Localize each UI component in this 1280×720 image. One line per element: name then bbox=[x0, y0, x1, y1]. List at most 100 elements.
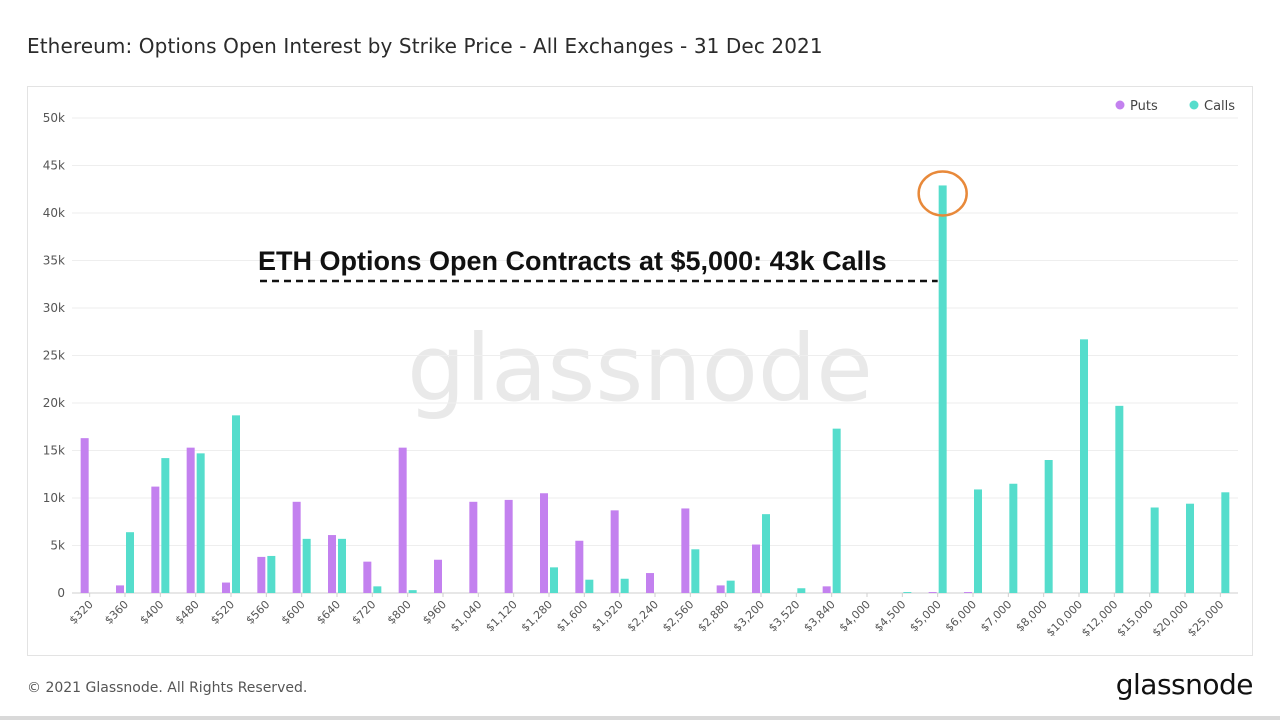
y-tick-label: 0 bbox=[57, 586, 65, 600]
y-tick-label: 10k bbox=[43, 491, 65, 505]
copyright-footer: © 2021 Glassnode. All Rights Reserved. bbox=[27, 680, 308, 696]
y-tick-label: 30k bbox=[43, 301, 65, 315]
bar-calls bbox=[691, 549, 700, 593]
x-tick-label: $3,840 bbox=[801, 598, 837, 634]
legend-label: Puts bbox=[1130, 99, 1158, 114]
x-tick-label: $7,000 bbox=[978, 598, 1014, 634]
y-tick-label: 15k bbox=[43, 444, 65, 458]
bar-puts bbox=[116, 585, 124, 593]
x-tick-label: $480 bbox=[173, 598, 202, 627]
x-tick-label: $10,000 bbox=[1044, 598, 1085, 639]
bar-calls bbox=[832, 428, 841, 593]
bar-calls bbox=[1150, 507, 1159, 593]
bar-calls bbox=[726, 580, 735, 593]
x-tick-label: $360 bbox=[102, 598, 131, 627]
x-tick-label: $3,520 bbox=[766, 598, 802, 634]
bar-calls bbox=[302, 538, 311, 593]
x-tick-label: $800 bbox=[385, 598, 414, 627]
bar-calls bbox=[797, 588, 806, 593]
x-tick-label: $600 bbox=[279, 598, 308, 627]
bar-puts bbox=[328, 535, 336, 593]
annotation: ETH Options Open Contracts at $5,000: 43… bbox=[258, 170, 968, 283]
bar-puts bbox=[222, 582, 230, 593]
bar-puts bbox=[610, 510, 619, 593]
watermark: glassnode bbox=[407, 315, 873, 422]
legend-label: Calls bbox=[1204, 99, 1235, 114]
y-tick-label: 20k bbox=[43, 396, 65, 410]
x-tick-label: $560 bbox=[243, 598, 272, 627]
bar-puts bbox=[681, 508, 690, 593]
legend-swatch bbox=[1115, 100, 1125, 110]
bar-puts bbox=[822, 586, 831, 593]
brand-logo: glassnode bbox=[1115, 668, 1254, 701]
bar-calls bbox=[762, 514, 770, 593]
bar-calls bbox=[1186, 503, 1194, 593]
chart-title: Ethereum: Options Open Interest by Strik… bbox=[27, 34, 823, 58]
annotation-text: ETH Options Open Contracts at $5,000: 43… bbox=[258, 246, 887, 276]
x-tick-label: $720 bbox=[349, 598, 378, 627]
bar-puts bbox=[752, 544, 760, 593]
bar-calls bbox=[338, 538, 346, 593]
x-tick-label: $20,000 bbox=[1150, 598, 1191, 639]
x-tick-label: $960 bbox=[420, 598, 449, 627]
bar-puts bbox=[292, 501, 301, 593]
bar-puts bbox=[363, 561, 372, 593]
bar-puts bbox=[928, 592, 937, 593]
x-tick-label: $1,120 bbox=[483, 598, 519, 634]
bar-calls bbox=[620, 578, 629, 593]
y-tick-label: 5k bbox=[50, 539, 65, 553]
bar-calls bbox=[373, 586, 382, 593]
bar-calls bbox=[938, 185, 947, 593]
bar-puts bbox=[469, 501, 478, 593]
bar-puts bbox=[964, 592, 972, 593]
x-tick-label: $1,280 bbox=[519, 598, 555, 634]
bars bbox=[80, 185, 1230, 593]
x-tick-label: $15,000 bbox=[1114, 598, 1155, 639]
chart-frame bbox=[27, 86, 1253, 656]
y-tick-label: 50k bbox=[43, 111, 65, 125]
y-tick-label: 35k bbox=[43, 254, 65, 268]
bottom-rule bbox=[0, 716, 1280, 720]
bar-calls bbox=[1009, 483, 1018, 593]
bar-puts bbox=[540, 493, 548, 593]
bar-puts bbox=[186, 447, 195, 593]
x-tick-label: $2,560 bbox=[660, 598, 696, 634]
x-tick-label: $4,000 bbox=[837, 598, 873, 634]
bar-puts bbox=[80, 438, 89, 593]
legend-swatch bbox=[1189, 100, 1199, 110]
legend: Puts Calls bbox=[1115, 99, 1235, 114]
bar-calls bbox=[1221, 492, 1230, 593]
bar-puts bbox=[716, 585, 725, 593]
bar-puts bbox=[257, 556, 266, 593]
bar-puts bbox=[398, 447, 407, 593]
bar-calls bbox=[1044, 460, 1053, 593]
bar-puts bbox=[434, 559, 442, 593]
bar-calls bbox=[408, 590, 417, 593]
gridlines bbox=[72, 117, 1238, 594]
x-tick-label: $2,240 bbox=[625, 598, 661, 634]
bar-calls bbox=[1115, 405, 1124, 593]
x-tick-label: $12,000 bbox=[1079, 598, 1120, 639]
y-tick-label: 25k bbox=[43, 349, 65, 363]
bar-calls bbox=[585, 579, 594, 593]
x-tick-label: $6,000 bbox=[943, 598, 979, 634]
highlight-circle bbox=[917, 170, 968, 217]
x-tick-label: $5,000 bbox=[907, 598, 943, 634]
x-tick-label: $1,920 bbox=[589, 598, 625, 634]
bar-calls bbox=[161, 458, 170, 593]
x-tick-label: $320 bbox=[67, 598, 96, 627]
bar-puts bbox=[151, 486, 160, 593]
y-axis: 0 5k 10k 15k 20k 25k 30k 35k 40k 45k 50k bbox=[43, 111, 65, 600]
x-tick-label: $2,880 bbox=[695, 598, 731, 634]
bar-puts bbox=[646, 573, 654, 593]
x-tick-label: $1,040 bbox=[448, 598, 484, 634]
bar-calls bbox=[550, 567, 558, 593]
bar-calls bbox=[267, 555, 276, 593]
bar-puts bbox=[575, 540, 584, 593]
x-tick-label: $1,600 bbox=[554, 598, 590, 634]
x-axis: $320 $360 $400 $480 $520 $560 $600 $640 $720 $800… bbox=[67, 593, 1226, 639]
x-tick-label: $520 bbox=[208, 598, 237, 627]
x-tick-label: $640 bbox=[314, 598, 343, 627]
x-tick-label: $4,500 bbox=[872, 598, 908, 634]
